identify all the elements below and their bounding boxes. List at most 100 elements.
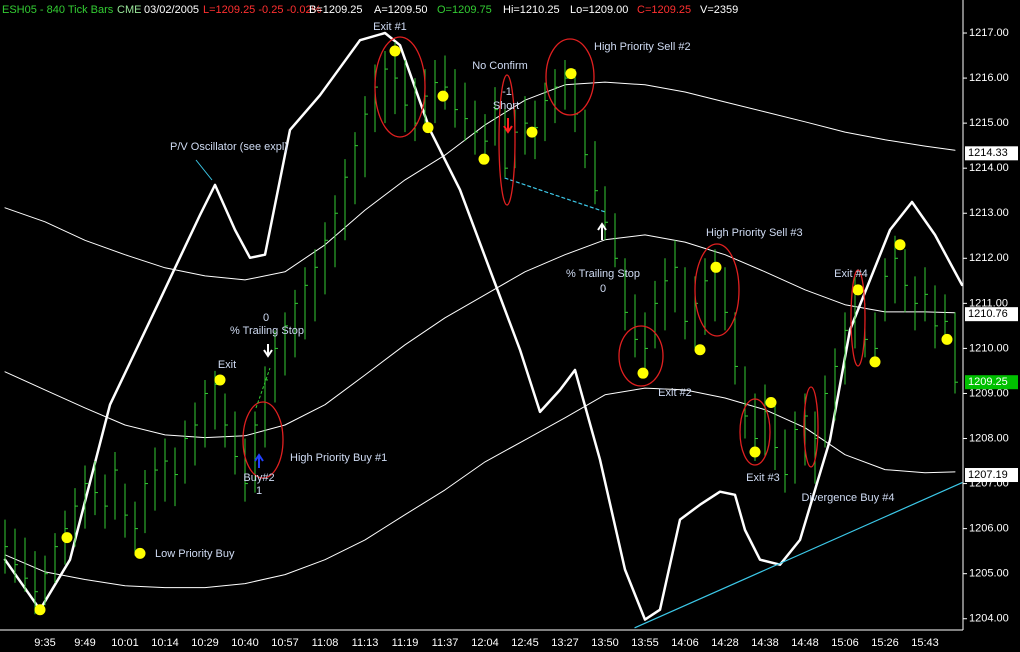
y-tick-label: 1211.00 [969,297,1008,309]
annotation: Exit #1 [373,21,407,33]
annotation: Exit #3 [746,472,780,484]
signal-dot [869,356,881,368]
annotations: Exit #1 No Confirm High Priority Sell #2 -1… [155,21,894,560]
signal-ellipse [739,398,771,466]
x-tick-label: 10:57 [271,637,299,649]
x-tick-label: 14:38 [751,637,779,649]
trend-line [634,482,963,629]
x-tick-label: 13:55 [631,637,659,649]
signal-dot [852,284,864,296]
price-label: 1210.76 [968,308,1008,320]
signal-dot [637,367,649,379]
annotation: % Trailing Stop [566,268,640,280]
signal-dot [694,344,706,356]
annotation: Exit #2 [658,387,692,399]
header-field: CME [117,4,141,16]
annotation: Low Priority Buy [155,548,235,560]
label-leader [195,159,213,181]
signal-ellipse [498,74,516,206]
signal-dot [134,547,146,559]
signal-dot [34,604,46,616]
signal-dot [941,333,953,345]
annotation: -1 [502,86,512,98]
x-tick-label: 15:43 [911,637,939,649]
x-tick-label: 11:19 [392,637,419,649]
y-tick-label: 1212.00 [969,252,1009,264]
y-tick-label: 1206.00 [969,523,1009,535]
header-field: Lo=1209.00 [570,4,628,16]
annotation-shapes [195,36,866,479]
price-label: 1209.25 [968,376,1008,388]
x-tick-label: 12:04 [471,637,499,649]
signal-dot [389,45,401,57]
arrow-up [597,222,607,240]
indicator-line [3,31,963,621]
x-tick-label: 11:08 [312,637,339,649]
price-label: 1214.33 [968,147,1008,159]
indicator-line [4,234,956,439]
x-tick-label: 14:48 [791,637,819,649]
x-tick-label: 10:40 [231,637,259,649]
signal-dot [437,90,449,102]
x-tick-label: 12:45 [511,637,539,649]
annotation: 0 [600,283,606,295]
x-tick-label: 15:26 [871,637,899,649]
plot-area [3,31,963,629]
signal-dot [526,126,538,138]
header-field: O=1209.75 [437,4,492,16]
y-tick-label: 1216.00 [969,72,1009,84]
y-tick-label: 1205.00 [969,568,1009,580]
annotation: No Confirm [472,60,528,72]
price-label-box [965,146,1018,161]
annotation: Exit [218,359,236,371]
annotation: Divergence Buy #4 [802,492,895,504]
x-tick-label: 14:06 [671,637,699,649]
signal-dot [422,122,434,134]
signal-ellipse [374,36,426,138]
header-field: 03/02/2005 [144,4,199,16]
arrow-down [503,118,513,134]
y-tick-label: 1215.00 [969,117,1009,129]
annotation: Short [493,100,519,112]
annotation: Buy#2 [243,472,274,484]
x-tick-label: 10:14 [151,637,179,649]
x-tick-label: 14:28 [711,637,739,649]
price-label: 1207.19 [968,469,1008,481]
signal-ellipse [694,243,740,337]
header-field: B=1209.25 [309,4,363,16]
y-tick-label: 1217.00 [969,27,1009,39]
annotation: High Priority Buy #1 [290,452,387,464]
header-field: V=2359 [700,4,738,16]
header-field: L=1209.25 -0.25 -0.02% [203,4,322,16]
y-tick-label: 1208.00 [969,432,1009,444]
x-tick-label: 11:13 [352,637,379,649]
price-axis [963,0,1020,652]
y-tick-label: 1214.00 [969,162,1009,174]
x-tick-label: 15:06 [831,637,859,649]
trend-line [504,177,606,213]
x-tick-label: 10:29 [191,637,219,649]
header-field: Hi=1210.25 [503,4,560,16]
y-tick-label: 1204.00 [969,613,1009,625]
x-tick-label: 11:37 [432,637,459,649]
signal-ellipse [618,325,664,387]
price-label-box [965,375,1018,390]
header: ESH05 - 840 Tick Bars CME 03/02/2005 L=1209… [2,4,738,16]
signal-dot [710,261,722,273]
price-label-box [965,307,1018,322]
annotation: High Priority Sell #2 [594,41,691,53]
price-label-box [965,468,1018,483]
y-tick-label: 1210.00 [969,342,1009,354]
annotation: 1 [256,485,262,497]
x-tick-label: 10:01 [111,637,139,649]
signal-ellipse [803,386,819,468]
y-tick-label: 1209.00 [969,387,1009,399]
arrow-up [254,453,264,468]
signal-dot [749,446,761,458]
signal-dot [765,396,777,408]
annotation: 0 [263,312,269,324]
